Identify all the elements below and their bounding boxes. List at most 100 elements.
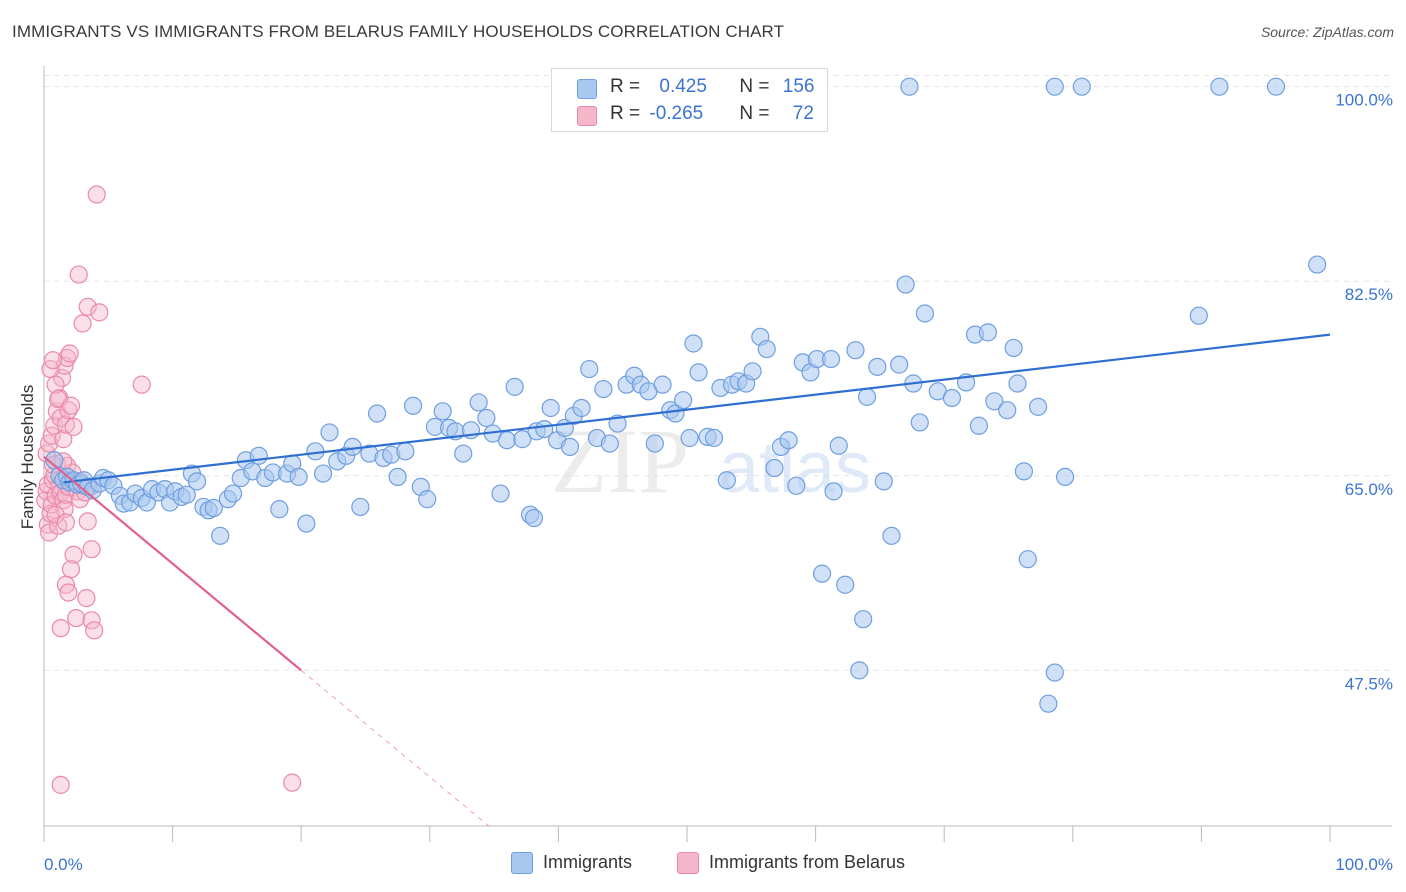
belarus-point bbox=[61, 560, 81, 579]
chart-title: IMMIGRANTS VS IMMIGRANTS FROM BELARUS FA… bbox=[12, 22, 785, 41]
legend-n-label: N = bbox=[739, 103, 775, 124]
immigrants-point bbox=[1028, 397, 1048, 416]
immigrants-point bbox=[836, 575, 855, 594]
immigrants-point bbox=[900, 77, 919, 96]
belarus-point bbox=[85, 621, 104, 640]
belarus-point bbox=[43, 351, 63, 370]
immigrants-point bbox=[297, 514, 316, 533]
immigrants-point bbox=[513, 430, 532, 449]
immigrants-point bbox=[497, 431, 517, 450]
trend-lines bbox=[43, 333, 1331, 827]
immigrants-point bbox=[320, 423, 339, 442]
tick-labels: 47.5% 65.0% 82.5% 100.0% 0.0% 100.0% bbox=[44, 91, 1393, 874]
immigrants-point bbox=[211, 526, 230, 545]
immigrants-point bbox=[600, 434, 619, 453]
immigrants-point bbox=[890, 355, 909, 374]
immigrants-point bbox=[978, 323, 998, 342]
immigrants-point bbox=[1018, 550, 1037, 569]
immigrants-point bbox=[1004, 338, 1023, 358]
belarus-point bbox=[40, 523, 59, 542]
immigrants-point bbox=[821, 349, 841, 369]
immigrants-point bbox=[1014, 462, 1034, 481]
immigrants-point bbox=[433, 402, 452, 421]
immigrants-point bbox=[270, 500, 289, 519]
immigrants-point bbox=[666, 404, 685, 423]
legend-r-value: 0.425 bbox=[659, 76, 707, 97]
belarus-point bbox=[60, 344, 79, 363]
belarus-point bbox=[59, 583, 78, 602]
immigrants-point bbox=[580, 359, 599, 379]
immigrants-point bbox=[418, 490, 437, 509]
belarus-point bbox=[132, 375, 151, 394]
immigrants-point bbox=[998, 401, 1017, 420]
immigrants-point bbox=[1189, 306, 1208, 325]
immigrants-point bbox=[653, 375, 672, 394]
immigrants-point bbox=[469, 393, 488, 412]
series-label-immigrants: Immigrants bbox=[543, 852, 633, 872]
immigrants-point bbox=[249, 446, 268, 465]
immigrants-point bbox=[477, 408, 496, 428]
belarus-point bbox=[283, 773, 302, 792]
immigrants-point bbox=[765, 458, 784, 478]
immigrants-point bbox=[396, 442, 415, 461]
legend-row-belarus: R = -0.265 N = 72 bbox=[552, 101, 827, 129]
immigrants-point bbox=[204, 498, 223, 518]
x-tick-label: 0.0% bbox=[44, 855, 83, 874]
legend-swatch-blue bbox=[577, 79, 597, 99]
immigrants-point bbox=[1045, 663, 1064, 682]
immigrants-point bbox=[896, 275, 915, 294]
immigrants-point bbox=[854, 610, 873, 629]
immigrants-point bbox=[674, 391, 693, 410]
immigrants-point bbox=[704, 428, 724, 448]
immigrants-point bbox=[223, 484, 243, 503]
immigrants-trend-line bbox=[63, 333, 1331, 484]
immigrants-point bbox=[572, 398, 591, 418]
legend-r-label: R = bbox=[610, 76, 646, 97]
legend-r-value: -0.265 bbox=[649, 103, 704, 124]
belarus-point bbox=[61, 396, 81, 415]
belarus-point bbox=[64, 417, 83, 436]
immigrants-point bbox=[689, 363, 708, 382]
immigrants-point bbox=[1210, 77, 1229, 96]
immigrants-point bbox=[645, 434, 664, 453]
series-swatch-immigrants bbox=[511, 852, 533, 874]
immigrants-point bbox=[1045, 77, 1064, 96]
legend-r-label: R = bbox=[610, 103, 646, 124]
belarus-point bbox=[51, 775, 70, 794]
y-tick-label: 65.0% bbox=[1345, 480, 1393, 499]
grid-lines bbox=[44, 75, 1392, 671]
legend-text-immigrants: R = 0.425 N = 156 bbox=[610, 76, 814, 98]
immigrants-point bbox=[541, 398, 560, 418]
immigrants-point bbox=[684, 334, 703, 353]
immigrants-point bbox=[1266, 77, 1286, 96]
y-tick-label: 100.0% bbox=[1335, 91, 1393, 110]
y-tick-label: 82.5% bbox=[1345, 285, 1393, 304]
belarus-trend-line bbox=[43, 456, 302, 672]
immigrants-point bbox=[779, 431, 798, 450]
immigrants-point bbox=[850, 661, 869, 680]
belarus-point bbox=[46, 375, 65, 394]
immigrants-point bbox=[313, 464, 333, 483]
immigrants-point bbox=[787, 476, 806, 495]
immigrants-point bbox=[1072, 77, 1091, 96]
series-legend: Immigrants Immigrants from Belarus bbox=[0, 850, 1406, 880]
belarus-point bbox=[73, 314, 92, 333]
immigrants-point bbox=[829, 436, 848, 455]
immigrants-point bbox=[680, 428, 699, 448]
immigrants-point bbox=[857, 387, 877, 406]
belarus-point bbox=[69, 265, 88, 284]
immigrants-point bbox=[757, 339, 776, 359]
immigrants-point bbox=[1039, 694, 1058, 713]
chart-source: Source: ZipAtlas.com bbox=[1260, 24, 1394, 40]
y-tick-label: 47.5% bbox=[1345, 674, 1393, 693]
immigrants-point bbox=[812, 564, 832, 583]
belarus-point bbox=[64, 545, 83, 564]
legend-n-value: 72 bbox=[792, 103, 814, 124]
legend-n-value: 156 bbox=[782, 76, 815, 97]
series-label-belarus: Immigrants from Belarus bbox=[709, 852, 906, 872]
immigrants-point bbox=[985, 392, 1004, 411]
immigrants-point bbox=[491, 484, 510, 503]
belarus-point bbox=[90, 303, 109, 322]
immigrants-point bbox=[1055, 467, 1075, 487]
